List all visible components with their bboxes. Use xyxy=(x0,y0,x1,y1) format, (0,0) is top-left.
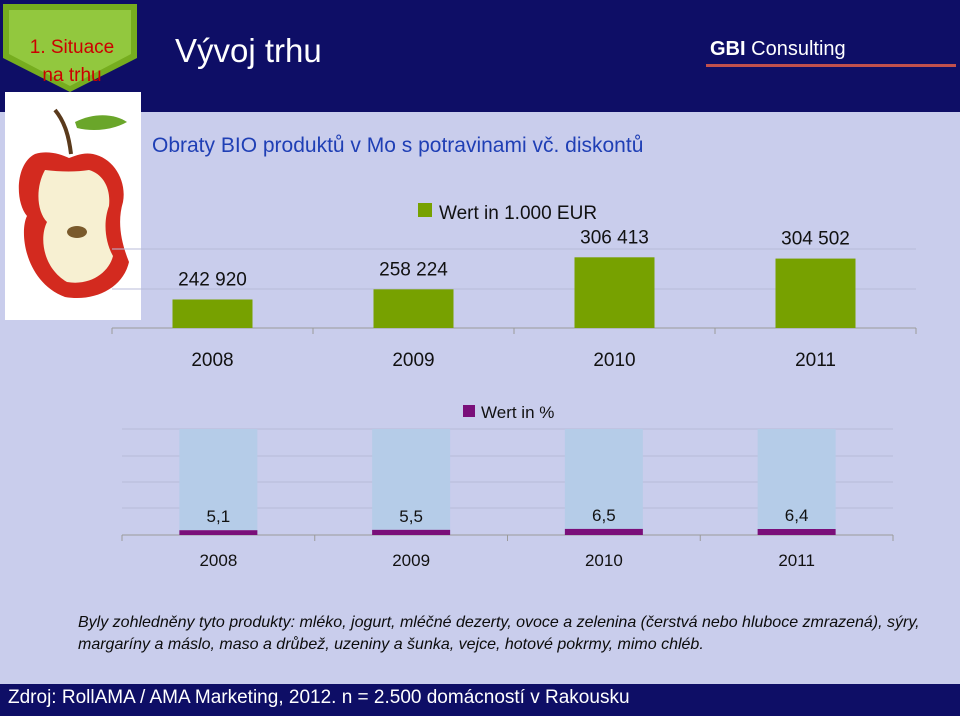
tick-label-share-2011: 2011 xyxy=(778,551,815,570)
tick-label-revenue-2010: 2010 xyxy=(593,350,635,371)
tick-label-share-2009: 2009 xyxy=(392,551,430,570)
section-badge xyxy=(3,4,137,92)
header-bar: Vývoj trhu GBI Consulting xyxy=(0,0,960,112)
section-label-line2: na trhu xyxy=(42,65,102,86)
section-label-line1: 1. Situace xyxy=(29,37,115,58)
footnote: Byly zohledněny tyto produkty: mléko, jo… xyxy=(78,614,920,653)
legend-swatch-revenue xyxy=(418,203,432,217)
section-label: 1. Situace na trhu xyxy=(18,34,126,90)
page-title: Vývoj trhu xyxy=(175,32,322,69)
legend-label-share: Wert in % xyxy=(481,403,554,422)
tick-label-share-2010: 2010 xyxy=(585,551,623,570)
data-label-revenue-2009: 258 224 xyxy=(379,259,448,280)
bar-remainder-2011 xyxy=(757,429,836,529)
bar-revenue-2009 xyxy=(373,289,454,328)
legend-label-revenue: Wert in 1.000 EUR xyxy=(439,203,597,224)
data-label-share-2011: 6,4 xyxy=(785,506,809,525)
data-label-share-2008: 5,1 xyxy=(207,507,231,526)
data-label-revenue-2011: 304 502 xyxy=(781,229,850,250)
data-label-share-2010: 6,5 xyxy=(592,506,616,525)
tick-label-revenue-2008: 2008 xyxy=(191,350,233,371)
bar-remainder-2009 xyxy=(372,429,451,530)
data-label-revenue-2010: 306 413 xyxy=(580,227,649,248)
source-text: Zdroj: RollAMA / AMA Marketing, 2012. n … xyxy=(8,687,630,708)
bar-share-2008 xyxy=(179,530,258,535)
legend-swatch-share xyxy=(463,405,475,417)
bar-revenue-2010 xyxy=(574,257,655,328)
data-label-revenue-2008: 242 920 xyxy=(178,269,247,290)
chart-share: Wert in % 5,1 5,5 6,5 6,4 2008 2009 2010 2011 xyxy=(121,403,894,570)
bar-revenue-2008 xyxy=(172,299,253,328)
brand-logo: GBI Consulting xyxy=(710,38,846,61)
bar-remainder-2008 xyxy=(179,429,258,531)
tick-label-revenue-2009: 2009 xyxy=(392,350,434,371)
brand-rest: Consulting xyxy=(751,38,846,60)
bar-revenue-2011 xyxy=(775,258,856,328)
bar-share-2009 xyxy=(372,529,451,535)
brand-bold: GBI xyxy=(710,38,746,60)
source-bar: Zdroj: RollAMA / AMA Marketing, 2012. n … xyxy=(0,684,960,716)
bar-remainder-2010 xyxy=(564,429,643,529)
data-label-share-2009: 5,5 xyxy=(399,507,423,526)
bar-share-2011 xyxy=(757,529,836,535)
tick-label-revenue-2011: 2011 xyxy=(795,350,836,371)
chart-revenue: Wert in 1.000 EUR 242 920 258 224 306 413 3… xyxy=(111,203,917,371)
apple-core-image xyxy=(5,92,141,320)
brand-underline xyxy=(706,64,956,67)
chart-subtitle: Obraty BIO produktů v Mo s potravinami v… xyxy=(152,134,644,157)
tick-label-share-2008: 2008 xyxy=(199,551,237,570)
bar-share-2010 xyxy=(564,528,643,535)
